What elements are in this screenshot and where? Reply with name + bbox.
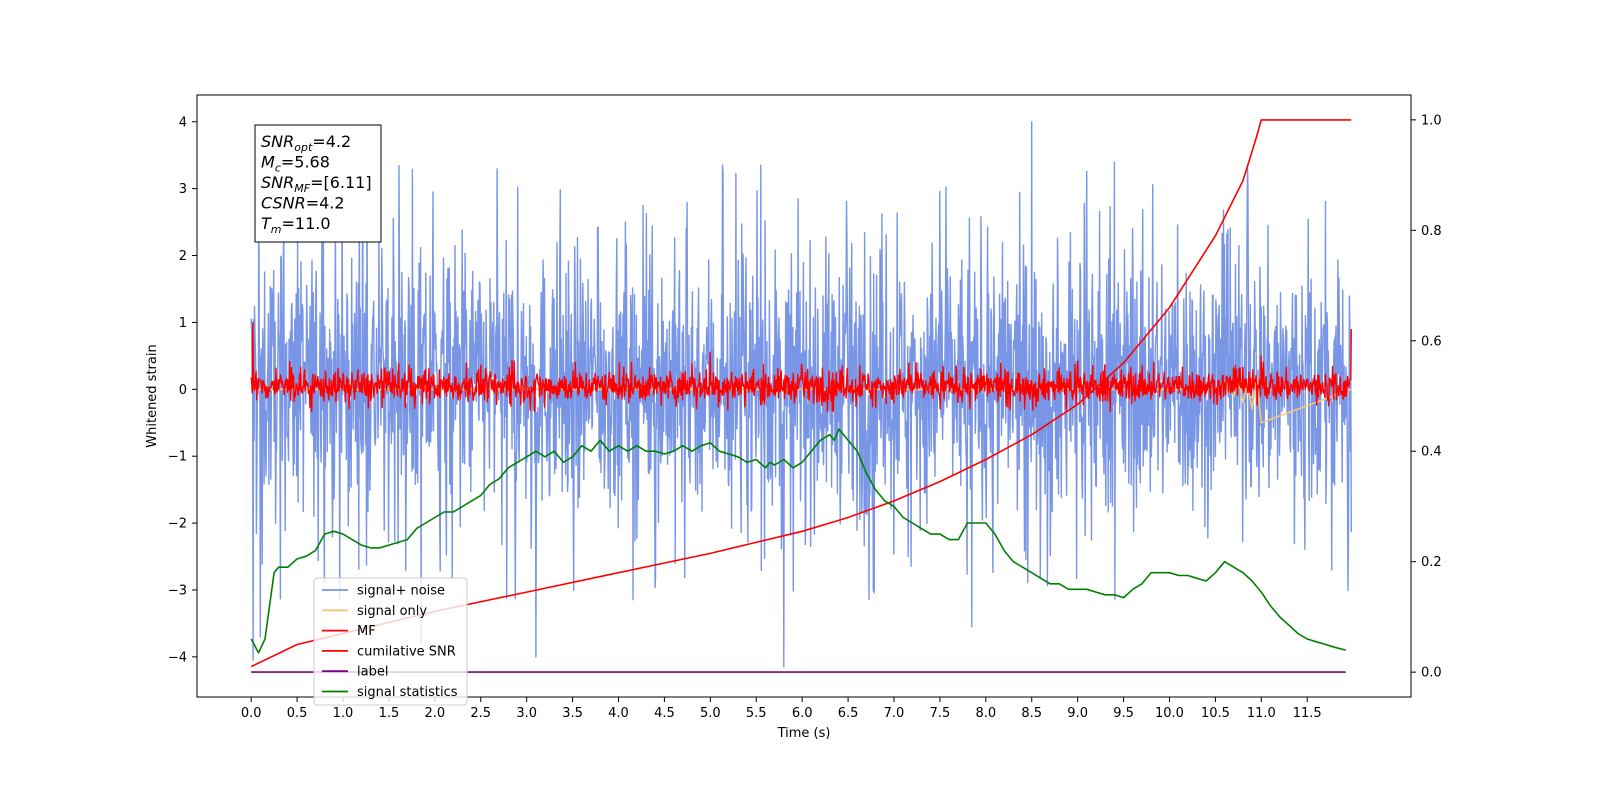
x-tick-label: 6.5 [838,706,859,721]
annotation-box: SNRopt=4.2Mc=5.68SNRMF=[6.11]CSNR=4.2Tm=… [254,124,382,243]
x-tick-label: 4.5 [654,706,675,721]
y2-tick-label: 0.4 [1421,445,1442,460]
series-signal-statistics-line [250,428,1346,654]
y2-tick-label: 0.0 [1421,666,1442,681]
y-tick-label: 2 [179,249,187,264]
y-axis-left: −4 −3 −2 −1 0 1 2 3 4 [168,115,197,665]
x-tick-label: 7.0 [884,706,905,721]
x-tick-label: 10.0 [1155,706,1184,721]
legend-label: cumilative SNR [357,644,456,659]
legend-label: signal statistics [357,685,458,700]
legend-frame [313,577,468,706]
y-tick-label: −2 [168,517,187,532]
x-tick-label: 1.0 [333,706,354,721]
x-tick-label: 9.0 [1067,706,1088,721]
annotation-frame [254,124,382,243]
series-mf-line [250,321,1352,413]
x-tick-label: 10.5 [1201,706,1230,721]
y-axis-right: 0.0 0.2 0.4 0.6 0.8 1.0 [1411,113,1442,681]
y-tick-label: 4 [179,115,187,130]
legend-label: label [357,665,388,680]
x-tick-label: 8.0 [975,706,996,721]
y-tick-label: −1 [168,450,187,465]
x-tick-label: 8.5 [1021,706,1042,721]
y-tick-label: 3 [179,182,187,197]
x-tick-label: 3.0 [516,706,537,721]
y2-tick-label: 0.2 [1421,555,1442,570]
x-tick-label: 11.0 [1247,706,1276,721]
annotation-line: Mc=5.68 [261,153,330,175]
y2-tick-label: 1.0 [1421,113,1442,128]
plot-frame [196,94,1412,698]
x-axis: 0.0 0.5 1.0 1.5 2.0 2.5 3.0 3.5 4.0 4.5 5.0 5.5 6.0 6… [241,697,1322,721]
x-tick-label: 7.5 [930,706,951,721]
x-tick-label: 6.0 [792,706,813,721]
series-signal-noise-line [250,121,1352,668]
x-tick-label: 11.5 [1293,706,1322,721]
legend: signal+ noise signal only MF cumilative SNR… [313,577,468,706]
legend-label: signal only [357,604,427,619]
x-tick-label: 3.5 [562,706,583,721]
x-tick-label: 0.5 [287,706,308,721]
y2-tick-label: 0.6 [1421,334,1442,349]
x-tick-label: 2.5 [470,706,491,721]
annotation-line: SNRMF=[6.11] [261,173,372,195]
y-axis-title: Whitened strain [145,344,160,447]
x-tick-label: 2.0 [424,706,445,721]
x-tick-label: 4.0 [608,706,629,721]
x-tick-label: 9.5 [1113,706,1134,721]
y-tick-label: −4 [168,650,187,665]
y-tick-label: −3 [168,583,187,598]
y2-tick-label: 0.8 [1421,224,1442,239]
legend-label: signal+ noise [357,584,445,599]
annotation-line: Tm=11.0 [261,214,331,236]
annotation-line: CSNR=4.2 [261,194,345,213]
y-tick-label: 1 [179,316,187,331]
x-tick-label: 1.5 [379,706,400,721]
x-tick-label: 5.0 [700,706,721,721]
y-tick-label: 0 [179,383,187,398]
annotation-line: SNRopt=4.2 [261,132,351,154]
legend-label: MF [357,624,376,639]
x-axis-title: Time (s) [777,726,831,741]
x-tick-label: 0.0 [241,706,262,721]
x-tick-label: 5.5 [746,706,767,721]
